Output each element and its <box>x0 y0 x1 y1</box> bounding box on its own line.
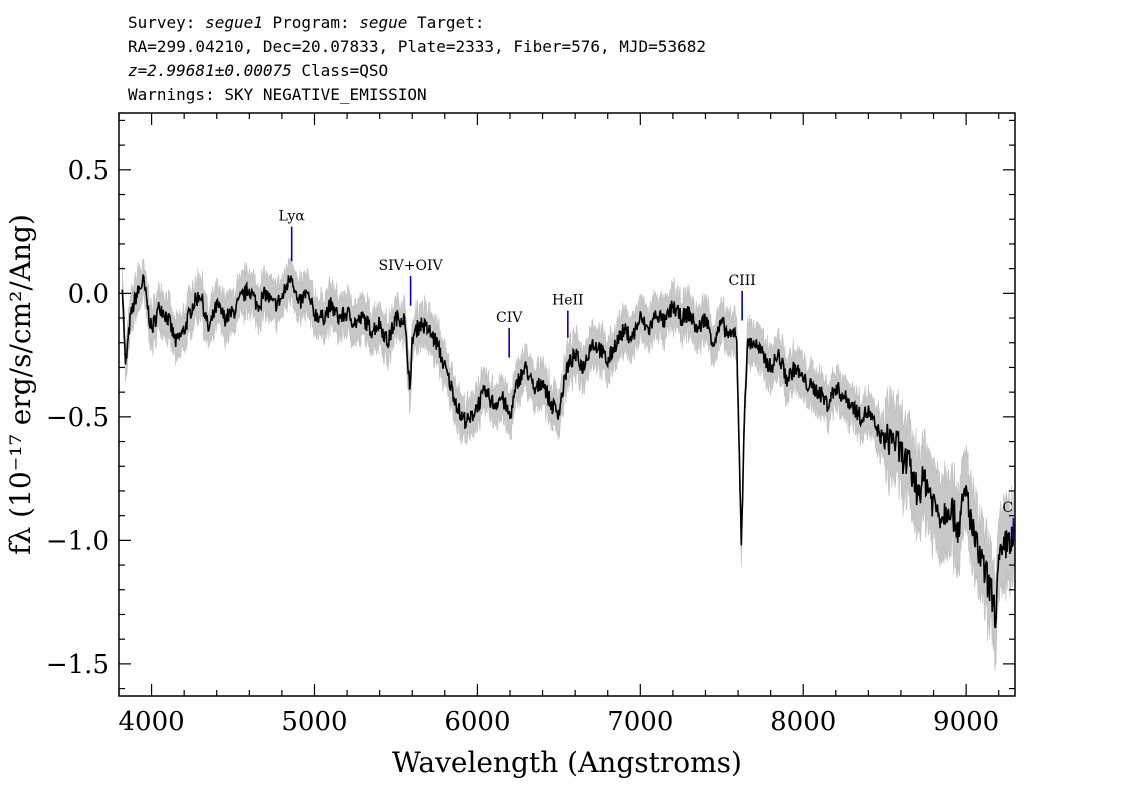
plot-frame <box>118 112 1016 697</box>
x-tick-label: 4000 <box>118 707 184 737</box>
class-value: Class=QSO <box>301 61 389 80</box>
emission-line-label: C <box>1002 500 1013 516</box>
emission-line-label: Lyα <box>278 209 305 225</box>
spectrum-series <box>121 274 1016 629</box>
target-label: Target: <box>417 13 485 32</box>
y-tick-label: −1.5 <box>46 650 109 680</box>
emission-line-label: CIII <box>728 273 755 289</box>
y-tick-labels: 0.5 0.0 −0.5 −1.0 −1.5 <box>46 156 109 680</box>
y-axis-title: fλ (10⁻¹⁷ erg/s/cm²/Ang) <box>4 214 37 555</box>
x-tick-label: 7000 <box>607 707 673 737</box>
x-tick-label: 9000 <box>933 707 999 737</box>
emission-line-label: HeII <box>552 293 584 309</box>
y-tick-label: 0.5 <box>68 156 109 186</box>
y-tick-label: −1.0 <box>46 526 109 556</box>
error-band <box>122 257 1016 671</box>
header-line-coords: RA=299.04210, Dec=20.07833, Plate=2333, … <box>128 37 706 56</box>
x-tick-label: 6000 <box>444 707 510 737</box>
header-line-warnings: Warnings: SKY NEGATIVE_EMISSION <box>128 85 427 104</box>
x-tick-label: 5000 <box>281 707 347 737</box>
survey-value: segue1 <box>205 13 263 32</box>
program-value: segue <box>359 13 408 32</box>
y-tick-label: −0.5 <box>46 403 109 433</box>
x-tick-labels: 4000 5000 6000 7000 8000 9000 <box>118 707 999 737</box>
x-tick-label: 8000 <box>770 707 836 737</box>
emission-line-label: CIV <box>496 310 523 326</box>
header-line-survey: Survey: segue1 Program: segue Target: <box>128 13 484 33</box>
axis-ticks <box>118 113 1015 696</box>
program-label: Program: <box>272 13 350 32</box>
survey-label: Survey: <box>128 13 196 32</box>
emission-line-markers: Lyα SIV+OIV CIV HeII CIII C <box>278 209 1015 541</box>
y-tick-label: 0.0 <box>68 279 109 309</box>
x-axis-title: Wavelength (Angstroms) <box>392 746 742 779</box>
redshift-value: z=2.99681±0.00075 <box>128 61 292 80</box>
header-line-redshift: z=2.99681±0.00075 Class=QSO <box>128 61 388 81</box>
spectrum-line <box>121 274 1016 629</box>
error-band-area <box>122 257 1016 671</box>
emission-line-label: SIV+OIV <box>379 258 444 274</box>
